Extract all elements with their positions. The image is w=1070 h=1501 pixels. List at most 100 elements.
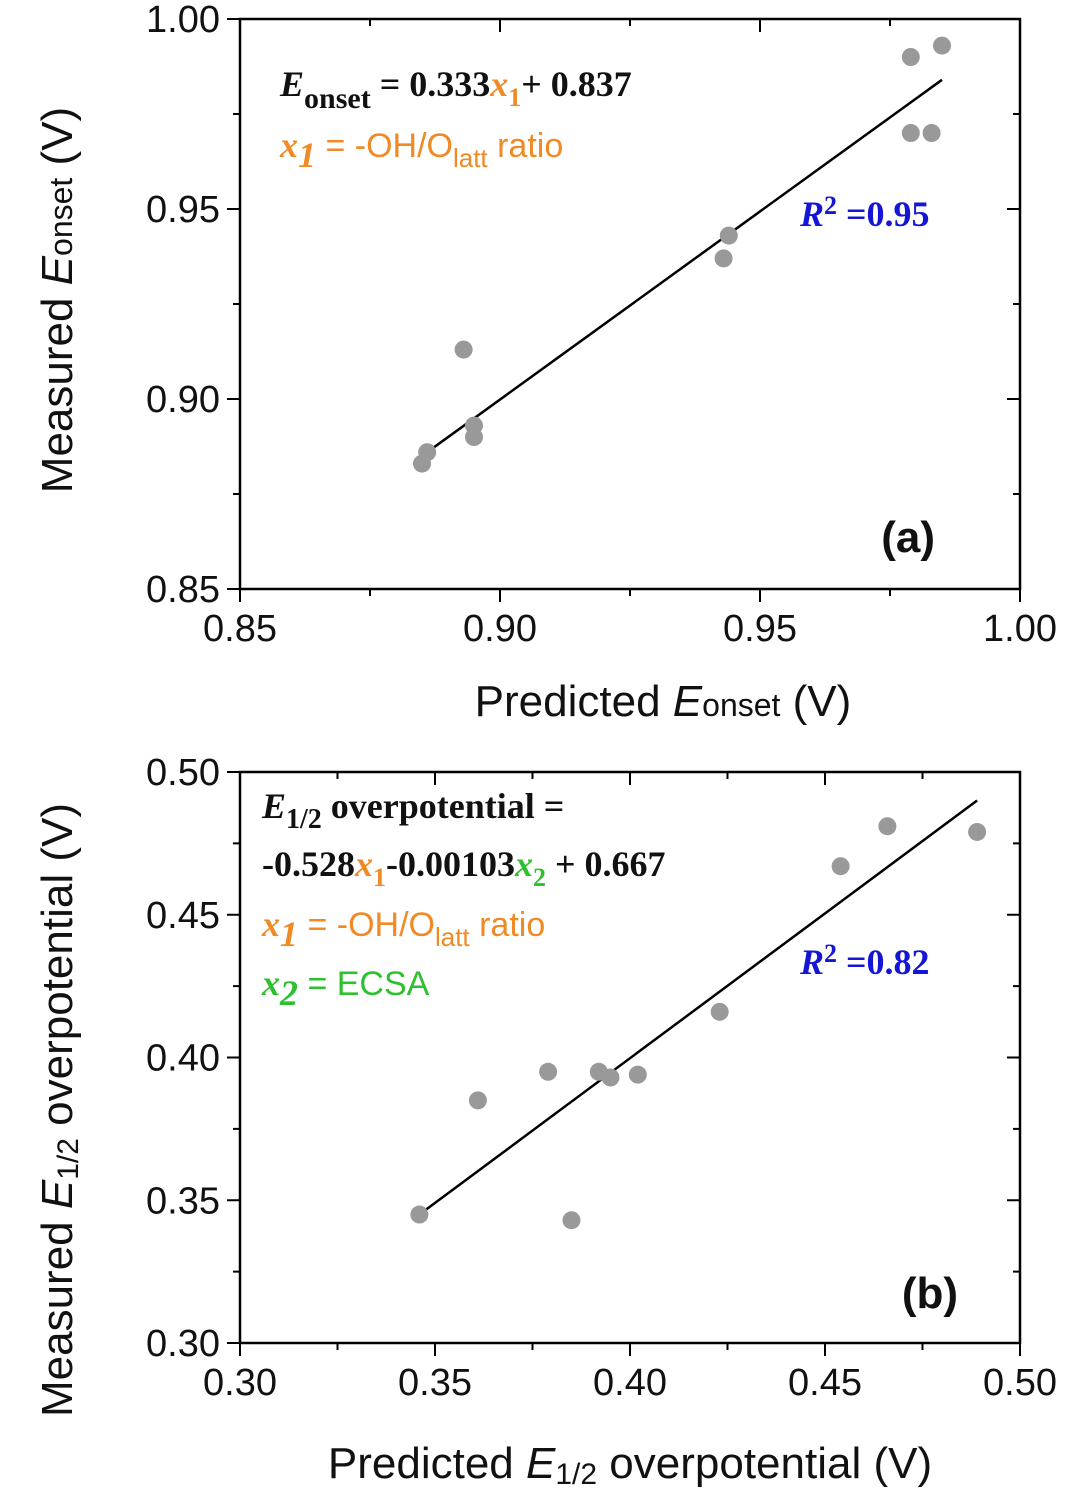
y-tick-label: 0.40 xyxy=(146,1038,220,1080)
y-tick-label: 0.95 xyxy=(146,189,220,231)
equation-x1-var: x xyxy=(489,64,508,104)
regression-line xyxy=(418,799,978,1216)
r-squared: R2 =0.82 xyxy=(799,939,930,982)
equation-lhs-var: E xyxy=(261,786,286,826)
x-axis-title-sub: 1/2 xyxy=(555,1458,597,1491)
r-squared-var: R xyxy=(799,194,824,234)
equation-x1-sub: 1 xyxy=(373,863,386,892)
data-points xyxy=(413,36,951,473)
x-tick-label: 0.45 xyxy=(788,1362,862,1404)
definition-text: = ECSA xyxy=(298,965,430,1003)
data-point xyxy=(968,822,987,841)
y-tick-labels: 0.30 0.35 0.40 0.45 0.50 xyxy=(146,752,220,1365)
x-tick-label: 0.40 xyxy=(593,1362,667,1404)
equation-coef1: -0.528 xyxy=(262,844,355,884)
equation-tail: + 0.837 xyxy=(521,64,632,104)
data-point xyxy=(539,1062,558,1081)
y-tick-label: 0.45 xyxy=(146,895,220,937)
y-tick-label: 0.30 xyxy=(146,1323,220,1365)
definition-x1: x1 = -OH/Olatt ratio xyxy=(261,904,545,954)
fit-line xyxy=(426,78,943,454)
x-tick-label: 0.90 xyxy=(463,608,537,650)
equation-x1-var: x xyxy=(354,844,373,884)
definition-var: x xyxy=(261,904,280,944)
y-axis-title-suffix: overpotential (V) xyxy=(33,803,82,1138)
y-tick-labels: 0.85 0.90 0.95 1.00 xyxy=(146,0,220,611)
definition-var-sub: 1 xyxy=(298,135,316,175)
definition-x1: x1 = -OH/Olatt ratio xyxy=(279,125,563,175)
data-point xyxy=(628,1065,647,1084)
x-axis-title: Predicted Eonset (V) xyxy=(475,677,852,726)
definition-text-sub: latt xyxy=(453,143,488,173)
data-point xyxy=(933,36,951,55)
r-squared-sup: 2 xyxy=(824,939,837,968)
x-axis-title-prefix: Predicted xyxy=(475,677,673,726)
data-point xyxy=(901,48,920,66)
axis-ticks xyxy=(227,771,1021,1356)
x-axis-title-var: E xyxy=(673,677,703,726)
data-point xyxy=(922,124,941,142)
x-tick-labels: 0.85 0.90 0.95 1.00 xyxy=(203,608,1057,650)
equation-lhs-var: E xyxy=(279,64,304,104)
x-tick-label: 0.35 xyxy=(398,1362,472,1404)
data-point xyxy=(601,1068,620,1087)
definition-text-post: ratio xyxy=(488,127,564,165)
y-tick-label: 1.00 xyxy=(146,0,220,41)
y-tick-label: 0.50 xyxy=(146,752,220,794)
panel-b-chart: 0.30 0.35 0.40 0.45 0.50 0.30 0.35 0.40 0.45 0.5… xyxy=(33,752,1057,1491)
y-tick-label: 0.35 xyxy=(146,1180,220,1222)
data-point xyxy=(714,249,733,268)
x-tick-label: 0.85 xyxy=(203,608,277,650)
definition-text: = -OH/O xyxy=(316,127,453,165)
r-squared-var: R xyxy=(799,942,824,982)
data-point xyxy=(710,1002,729,1021)
x-tick-label: 0.95 xyxy=(723,608,797,650)
x-tick-label: 1.00 xyxy=(983,608,1057,650)
definition-text: = -OH/O xyxy=(298,906,435,944)
x-axis-title-suffix: overpotential (V) xyxy=(597,1439,932,1488)
definition-text-post: ratio xyxy=(470,906,546,944)
r-squared-sup: 2 xyxy=(824,191,837,220)
data-point xyxy=(719,226,738,245)
data-point xyxy=(831,857,850,876)
equation-x2-var: x xyxy=(514,844,533,884)
equation-lhs-sub: 1/2 xyxy=(286,804,322,835)
data-point xyxy=(562,1211,581,1230)
axis-ticks xyxy=(227,18,1021,602)
data-point xyxy=(468,1091,487,1110)
panel-label: (b) xyxy=(902,1269,958,1318)
y-axis-title-prefix: Measured xyxy=(33,285,82,493)
definition-var: x xyxy=(261,963,280,1003)
data-point xyxy=(418,443,437,462)
data-points xyxy=(410,817,987,1230)
fit-line xyxy=(418,799,978,1216)
equation-x1-sub: 1 xyxy=(508,83,521,112)
definition-x2: x2 = ECSA xyxy=(261,963,430,1013)
r-squared-value: =0.95 xyxy=(837,194,930,234)
regression-line xyxy=(426,78,943,454)
x-tick-label: 0.30 xyxy=(203,1362,277,1404)
x-axis-title-sub: onset xyxy=(702,687,780,723)
panel-label: (a) xyxy=(881,513,935,562)
y-axis-title-sub: onset xyxy=(43,178,79,256)
y-axis-title-prefix: Measured xyxy=(33,1209,82,1417)
equation-line1-text: overpotential = xyxy=(322,786,564,826)
definition-var-sub: 1 xyxy=(280,914,298,954)
r-squared-value: =0.82 xyxy=(837,942,930,982)
r-squared: R2 =0.95 xyxy=(799,191,930,234)
x-tick-label: 0.50 xyxy=(983,1362,1057,1404)
definition-var-sub: 2 xyxy=(279,973,298,1013)
y-axis-title-var: E xyxy=(33,255,82,285)
data-point xyxy=(901,124,920,142)
data-point xyxy=(878,817,897,836)
x-axis-title: Predicted E1/2 overpotential (V) xyxy=(328,1439,932,1491)
equation-line1: E1/2 overpotential = xyxy=(261,786,564,835)
equation-coef1: = 0.333 xyxy=(371,64,491,104)
equation-lhs-sub: onset xyxy=(304,82,371,115)
panel-a-chart: 0.85 0.90 0.95 1.00 0.85 0.90 0.95 1.00 Eonset… xyxy=(33,0,1057,726)
y-axis-title: Measured E1/2 overpotential (V) xyxy=(33,803,85,1417)
definition-text-sub: latt xyxy=(435,922,470,952)
y-tick-label: 0.90 xyxy=(146,379,220,421)
data-point xyxy=(410,1205,429,1224)
y-axis-title: Measured Eonset (V) xyxy=(33,107,82,493)
